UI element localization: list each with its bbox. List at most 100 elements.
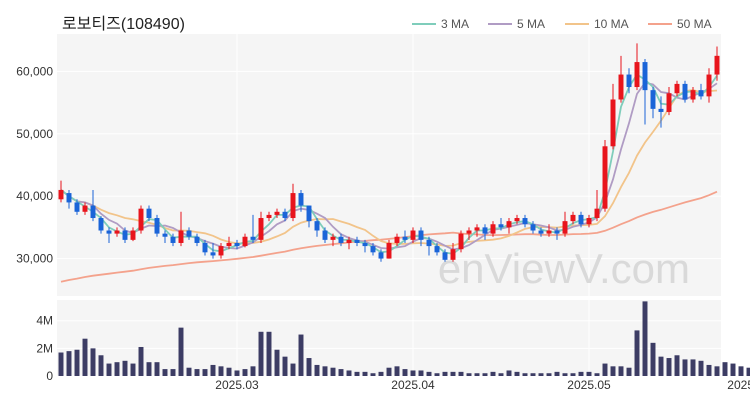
volume-bar bbox=[586, 371, 592, 376]
volume-bar bbox=[498, 373, 504, 376]
volume-tick-label: 4M bbox=[36, 314, 53, 328]
volume-bar bbox=[170, 369, 176, 376]
volume-bar bbox=[178, 327, 184, 376]
candle-body bbox=[554, 230, 560, 234]
volume-bar bbox=[554, 371, 560, 376]
volume-bar bbox=[506, 370, 512, 376]
volume-bar bbox=[306, 358, 312, 376]
candle-body bbox=[474, 227, 480, 231]
x-tick-label: 2025.06 bbox=[727, 378, 750, 392]
price-tick-label: 50,000 bbox=[16, 127, 53, 141]
candle-body bbox=[258, 218, 264, 240]
volume-bar bbox=[426, 371, 432, 376]
volume-bar bbox=[530, 373, 536, 376]
candle-body bbox=[434, 246, 440, 253]
volume-bar bbox=[458, 371, 464, 376]
volume-bar bbox=[282, 356, 288, 376]
candle-body bbox=[418, 230, 424, 240]
volume-bar bbox=[522, 373, 528, 376]
volume-bar bbox=[714, 366, 720, 376]
candle-body bbox=[386, 242, 392, 259]
volume-bar bbox=[258, 331, 264, 376]
candle-body bbox=[186, 230, 192, 237]
volume-bar bbox=[138, 346, 144, 376]
legend-ma10: 10 MA bbox=[565, 17, 629, 31]
candle-body bbox=[346, 239, 352, 243]
candle-body bbox=[218, 246, 224, 256]
candle-body bbox=[66, 193, 72, 203]
candle-body bbox=[642, 62, 648, 91]
volume-bar bbox=[250, 366, 256, 376]
volume-bar bbox=[210, 364, 216, 376]
x-tick-label: 2025.05 bbox=[567, 378, 611, 392]
volume-bar bbox=[482, 373, 488, 376]
volume-bar bbox=[618, 366, 624, 376]
volume-bar bbox=[218, 366, 224, 376]
volume-bar bbox=[106, 363, 112, 376]
candle-body bbox=[298, 193, 304, 206]
candle-body bbox=[490, 224, 496, 234]
volume-bar bbox=[626, 367, 632, 376]
candle-body bbox=[210, 252, 216, 256]
candle-body bbox=[410, 230, 416, 240]
candle-body bbox=[714, 55, 720, 75]
volume-bar bbox=[82, 338, 88, 376]
volume-bar bbox=[674, 355, 680, 376]
volume-bar bbox=[450, 371, 456, 376]
candle-body bbox=[674, 83, 680, 94]
candle-body bbox=[314, 221, 320, 231]
x-tick-label: 2025.04 bbox=[391, 378, 435, 392]
candle-body bbox=[106, 230, 112, 234]
volume-bar bbox=[130, 363, 136, 376]
ma50-line bbox=[60, 190, 718, 283]
candle-body bbox=[226, 242, 232, 247]
candle-body bbox=[682, 83, 688, 100]
legend-ma3-label: 3 MA bbox=[441, 17, 470, 31]
candle-body bbox=[506, 221, 512, 228]
candle-body bbox=[538, 230, 544, 234]
volume-bar bbox=[154, 362, 160, 376]
candle-body bbox=[402, 236, 408, 240]
volume-bar bbox=[98, 355, 104, 376]
x-tick-label: 2025.03 bbox=[215, 378, 259, 392]
candle-body bbox=[170, 236, 176, 243]
candle-body bbox=[330, 236, 336, 240]
candle-body bbox=[58, 189, 64, 200]
volume-bar bbox=[298, 334, 304, 376]
volume-bar bbox=[698, 360, 704, 376]
candle-body bbox=[602, 146, 608, 209]
volume-bar bbox=[738, 366, 744, 376]
volume-bar bbox=[354, 371, 360, 376]
price-tick-label: 40,000 bbox=[16, 189, 53, 203]
volume-bar bbox=[730, 363, 736, 376]
candle-body bbox=[162, 233, 168, 237]
volume-panel-background bbox=[57, 300, 721, 376]
candle-body bbox=[98, 218, 104, 231]
volume-bar bbox=[122, 360, 128, 376]
volume-tick-label: 2M bbox=[36, 341, 53, 355]
volume-bar bbox=[290, 363, 296, 376]
candle-body bbox=[138, 208, 144, 231]
volume-bar bbox=[266, 331, 272, 376]
candle-body bbox=[82, 205, 88, 212]
volume-bar bbox=[666, 358, 672, 376]
candle-body bbox=[378, 252, 384, 259]
candle-body bbox=[394, 236, 400, 243]
volume-bar bbox=[370, 373, 376, 376]
volume-bar bbox=[746, 367, 750, 376]
volume-bar bbox=[650, 342, 656, 376]
volume-bar bbox=[194, 369, 200, 376]
candle-body bbox=[322, 230, 328, 240]
legend-ma3: 3 MA bbox=[412, 17, 469, 31]
legend-ma5: 5 MA bbox=[488, 17, 545, 31]
candle-body bbox=[370, 246, 376, 253]
volume-bar bbox=[514, 371, 520, 376]
volume-bar bbox=[330, 367, 336, 376]
candle-body bbox=[282, 211, 288, 219]
volume-tick-label: 0 bbox=[46, 369, 53, 383]
candle-body bbox=[130, 230, 136, 240]
candle-body bbox=[122, 230, 128, 240]
volume-bar bbox=[394, 366, 400, 376]
candle-body bbox=[466, 230, 472, 234]
